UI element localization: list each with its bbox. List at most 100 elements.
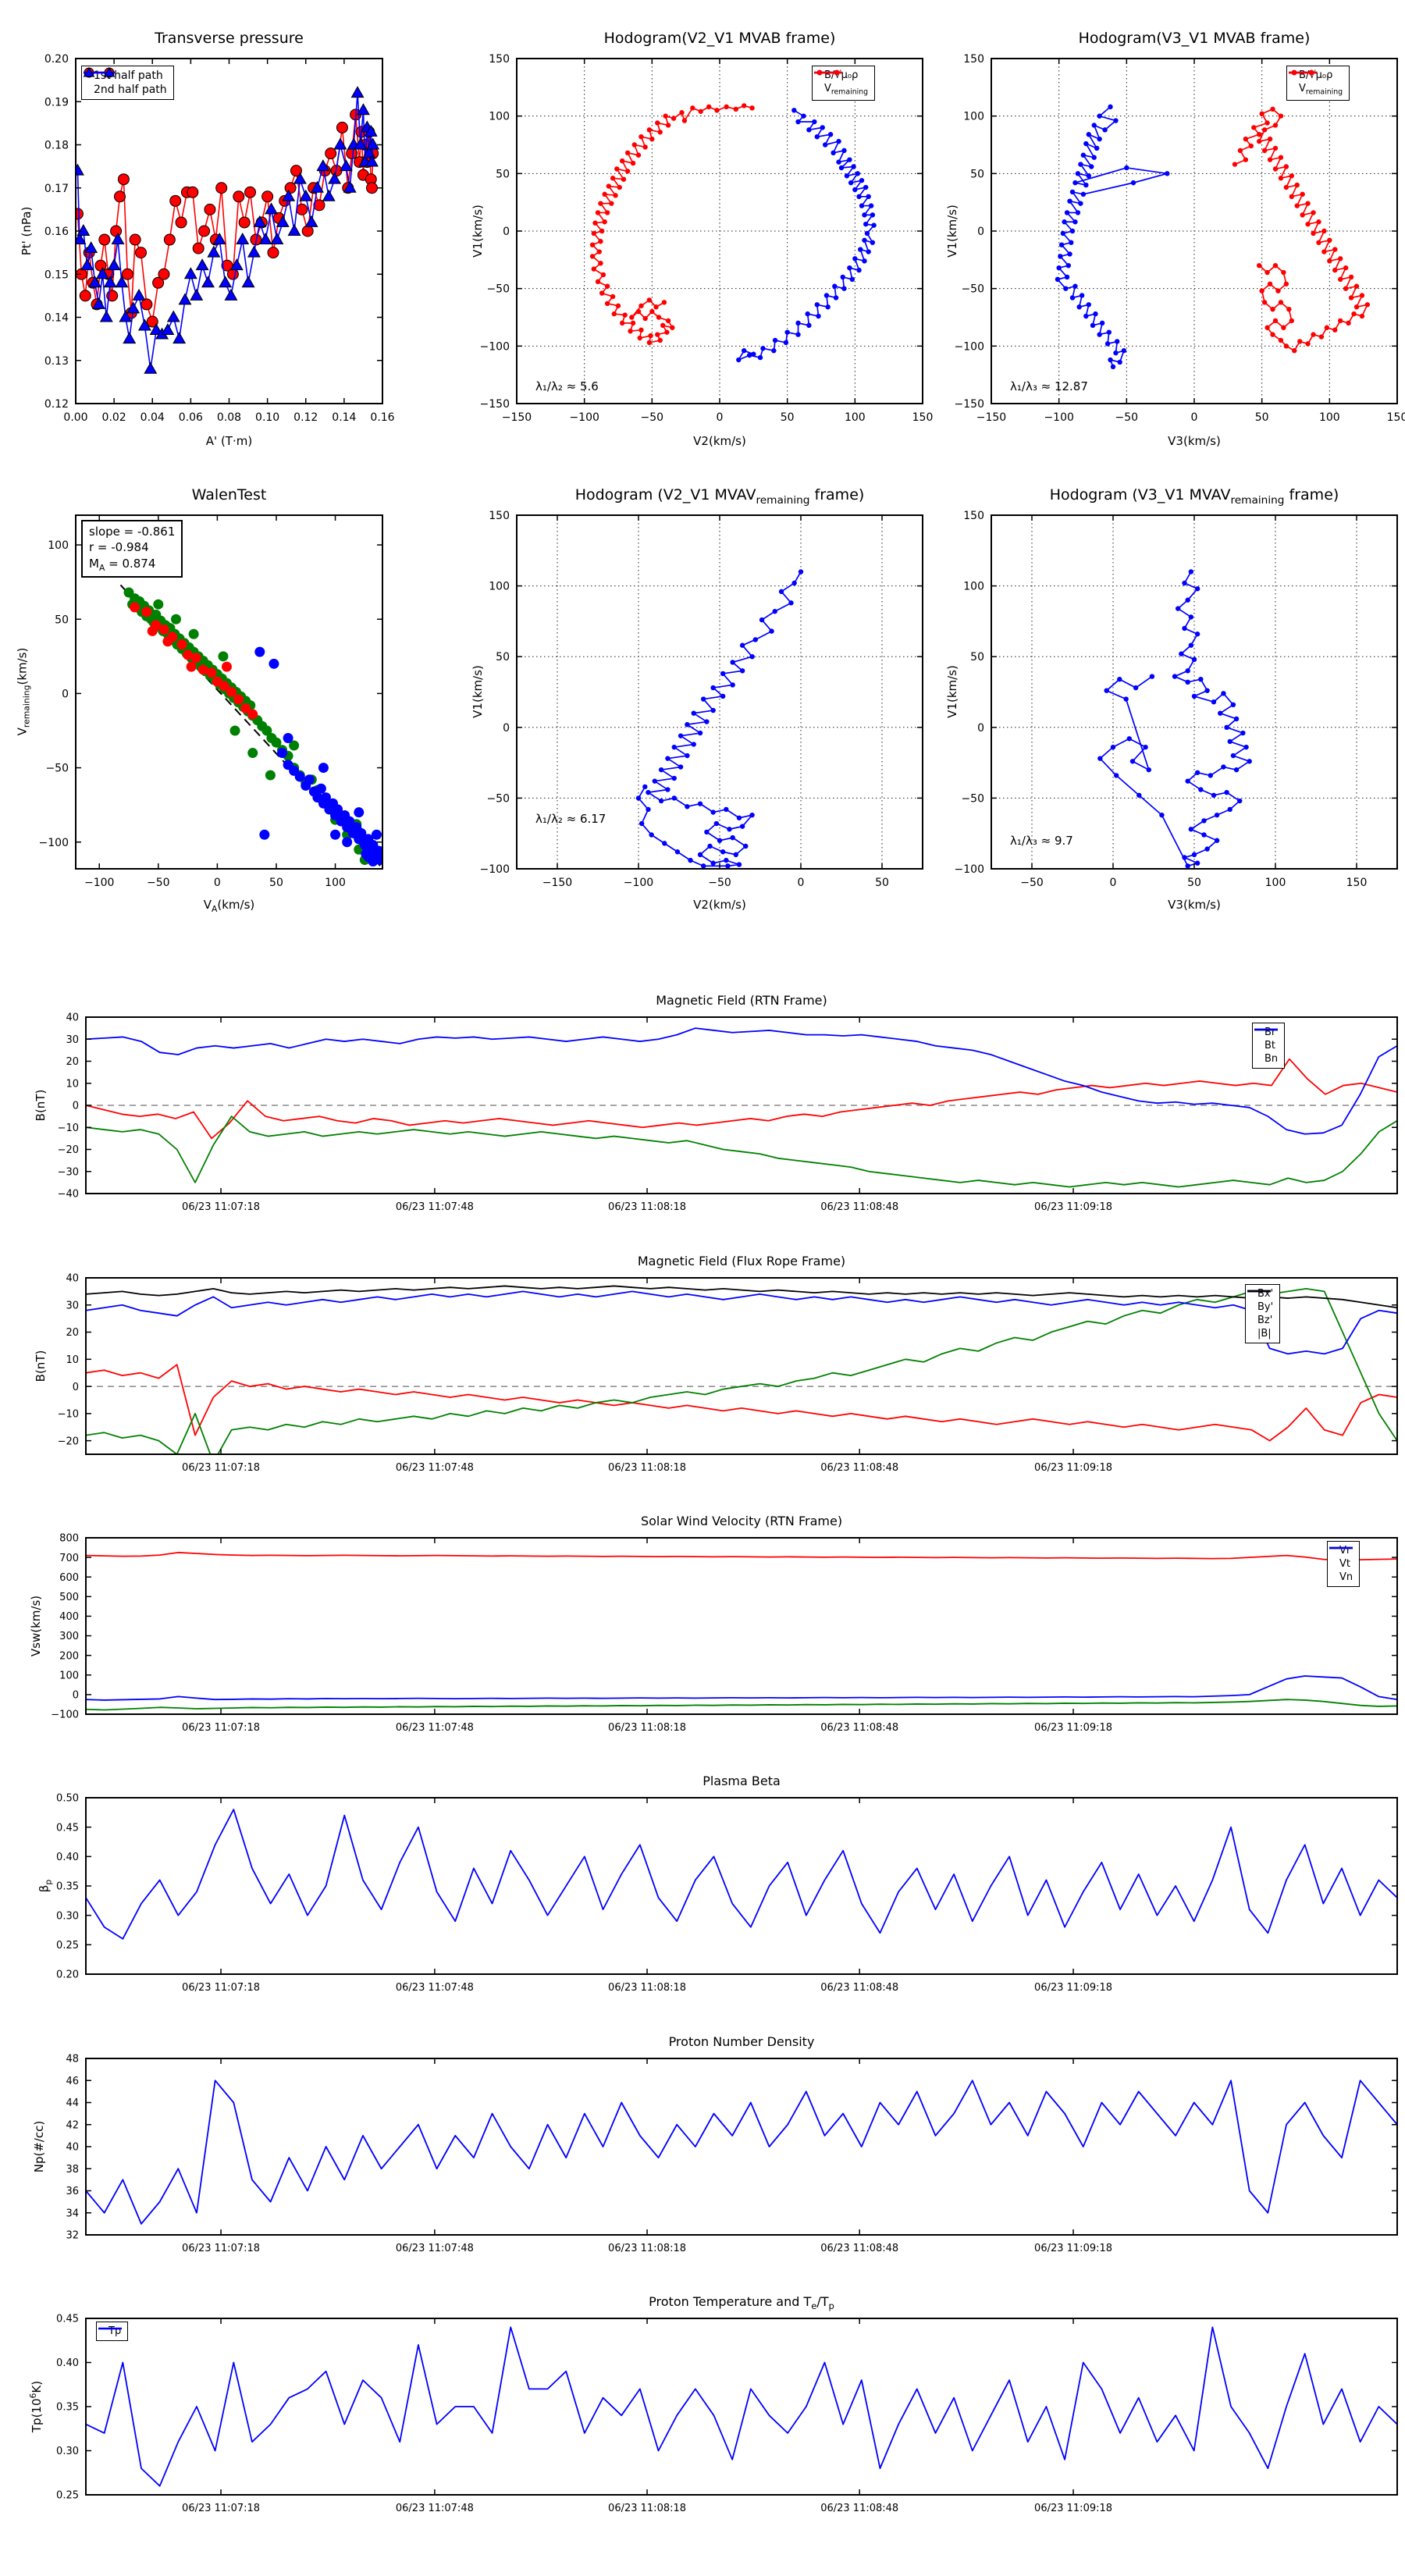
svg-text:100: 100 xyxy=(963,111,984,123)
legend-label: Vt xyxy=(1339,1558,1350,1570)
svg-text:0.08: 0.08 xyxy=(217,411,241,424)
svg-text:150: 150 xyxy=(1346,877,1368,889)
svg-text:0.35: 0.35 xyxy=(56,1881,79,1893)
svg-text:−40: −40 xyxy=(58,1189,79,1201)
svg-text:06/23 11:07:18: 06/23 11:07:18 xyxy=(182,2243,260,2254)
svg-text:400: 400 xyxy=(59,1611,79,1623)
legend-hodogram-v2v1-mvab: B/√μ₀ρ Vremaining xyxy=(812,66,876,101)
title-hodogram-v3v1-mvab: Hodogram(V3_V1 MVAB frame) xyxy=(1078,30,1311,47)
svg-text:0.20: 0.20 xyxy=(56,1969,79,1981)
svg-text:100: 100 xyxy=(489,581,510,593)
svg-text:0: 0 xyxy=(503,722,510,735)
svg-text:06/23 11:09:18: 06/23 11:09:18 xyxy=(1034,1722,1112,1734)
svg-text:0.16: 0.16 xyxy=(44,226,69,238)
svg-text:06/23 11:08:48: 06/23 11:08:48 xyxy=(820,1201,898,1213)
svg-text:48: 48 xyxy=(66,2054,79,2065)
svg-text:−50: −50 xyxy=(486,283,510,296)
svg-text:0: 0 xyxy=(717,411,724,424)
svg-text:800: 800 xyxy=(59,1533,79,1545)
svg-text:100: 100 xyxy=(845,411,866,424)
ylabel-mag-rtn: B(nT) xyxy=(34,1089,48,1122)
svg-text:−150: −150 xyxy=(955,398,984,411)
svg-text:06/23 11:08:48: 06/23 11:08:48 xyxy=(820,2243,898,2254)
svg-text:50: 50 xyxy=(875,877,889,889)
svg-text:50: 50 xyxy=(496,651,510,664)
legend-hodogram-v3v1-mvab: B/√μ₀ρ Vremaining xyxy=(1286,66,1350,101)
legend-item: Bt xyxy=(1254,1028,1278,1051)
svg-text:200: 200 xyxy=(59,1650,79,1662)
walen-fit-stats-box: slope = -0.861 r = -0.984 MA = 0.874 xyxy=(81,520,183,578)
svg-text:0.06: 0.06 xyxy=(179,411,203,424)
ylabel-walen-test: Vremaining(km/s) xyxy=(15,647,32,736)
svg-text:−150: −150 xyxy=(976,411,1006,424)
svg-text:0: 0 xyxy=(73,1382,79,1393)
svg-text:06/23 11:07:48: 06/23 11:07:48 xyxy=(396,2243,474,2254)
svg-text:0: 0 xyxy=(1110,877,1117,889)
walen-slope-value: slope = -0.861 xyxy=(89,525,176,539)
svg-text:0.40: 0.40 xyxy=(56,2357,79,2369)
svg-text:−50: −50 xyxy=(961,283,984,296)
svg-text:10: 10 xyxy=(66,1078,79,1090)
svg-text:−50: −50 xyxy=(147,877,170,889)
legend-item: |B| xyxy=(1247,1290,1273,1340)
svg-text:40: 40 xyxy=(66,1012,79,1024)
svg-text:0.02: 0.02 xyxy=(102,411,126,424)
svg-text:100: 100 xyxy=(489,111,510,123)
legend-item: Vt xyxy=(1329,1546,1353,1570)
ylabel-hodogram-v3v1-mvav: V1(km/s) xyxy=(945,665,959,718)
svg-text:100: 100 xyxy=(963,581,984,593)
svg-text:−50: −50 xyxy=(641,411,664,424)
svg-text:50: 50 xyxy=(781,411,795,424)
svg-text:100: 100 xyxy=(48,539,69,552)
svg-text:06/23 11:09:18: 06/23 11:09:18 xyxy=(1034,1201,1112,1213)
svg-text:50: 50 xyxy=(55,614,69,626)
svg-text:−150: −150 xyxy=(480,398,510,411)
svg-text:150: 150 xyxy=(489,53,510,66)
svg-text:06/23 11:09:18: 06/23 11:09:18 xyxy=(1034,2243,1112,2254)
svg-text:40: 40 xyxy=(66,1273,79,1285)
svg-text:−30: −30 xyxy=(58,1166,79,1178)
svg-text:150: 150 xyxy=(1387,411,1405,424)
svg-text:0.16: 0.16 xyxy=(370,411,394,424)
xlabel-hodogram-v3v1-mvab: V3(km/s) xyxy=(1168,434,1221,448)
title-transverse-pressure: Transverse pressure xyxy=(155,30,304,47)
annotation-lambda-ratio-v2v1-mvav: λ₁/λ₂ ≈ 6.17 xyxy=(535,812,606,826)
ylabel-hodogram-v3v1-mvab: V1(km/s) xyxy=(945,205,959,258)
svg-text:0: 0 xyxy=(73,1690,79,1702)
legend-item: Bn xyxy=(1254,1028,1278,1065)
svg-text:32: 32 xyxy=(66,2230,79,2242)
svg-text:−50: −50 xyxy=(1115,411,1139,424)
svg-text:−100: −100 xyxy=(480,340,510,353)
svg-text:700: 700 xyxy=(59,1553,79,1564)
svg-text:0.00: 0.00 xyxy=(63,411,87,424)
title-proton-density: Proton Number Density xyxy=(668,2034,815,2049)
svg-text:0.10: 0.10 xyxy=(255,411,279,424)
legend-item: Vremaining xyxy=(1289,69,1343,97)
svg-text:0.17: 0.17 xyxy=(44,183,69,195)
svg-text:06/23 11:07:18: 06/23 11:07:18 xyxy=(182,1722,260,1734)
annotation-lambda-ratio-v3v1-mvav: λ₁/λ₃ ≈ 9.7 xyxy=(1010,834,1073,848)
legend-item: Tp xyxy=(98,2325,122,2337)
svg-text:06/23 11:08:48: 06/23 11:08:48 xyxy=(820,1982,898,1994)
legend-label: |B| xyxy=(1257,1328,1272,1340)
svg-text:0.12: 0.12 xyxy=(44,398,69,411)
svg-text:42: 42 xyxy=(66,2119,79,2131)
svg-text:−150: −150 xyxy=(542,877,572,889)
svg-text:06/23 11:08:18: 06/23 11:08:18 xyxy=(608,1201,686,1213)
svg-text:0.04: 0.04 xyxy=(140,411,165,424)
svg-text:44: 44 xyxy=(66,2097,79,2109)
svg-text:06/23 11:08:48: 06/23 11:08:48 xyxy=(820,1722,898,1734)
svg-text:−50: −50 xyxy=(45,763,69,775)
svg-text:0.20: 0.20 xyxy=(44,53,69,66)
svg-text:0.25: 0.25 xyxy=(56,1940,79,1952)
svg-text:0.15: 0.15 xyxy=(44,269,69,281)
svg-text:100: 100 xyxy=(1319,411,1340,424)
legend-item: Vremaining xyxy=(814,69,868,97)
svg-text:06/23 11:07:18: 06/23 11:07:18 xyxy=(182,1462,260,1474)
xlabel-transverse-pressure: A' (T·m) xyxy=(205,434,253,448)
svg-text:−10: −10 xyxy=(58,1123,79,1134)
legend-vsw: Vr Vt Vn xyxy=(1327,1541,1361,1587)
ylabel-transverse-pressure: Pt' (nPa) xyxy=(20,206,34,256)
svg-text:0.30: 0.30 xyxy=(56,1910,79,1922)
